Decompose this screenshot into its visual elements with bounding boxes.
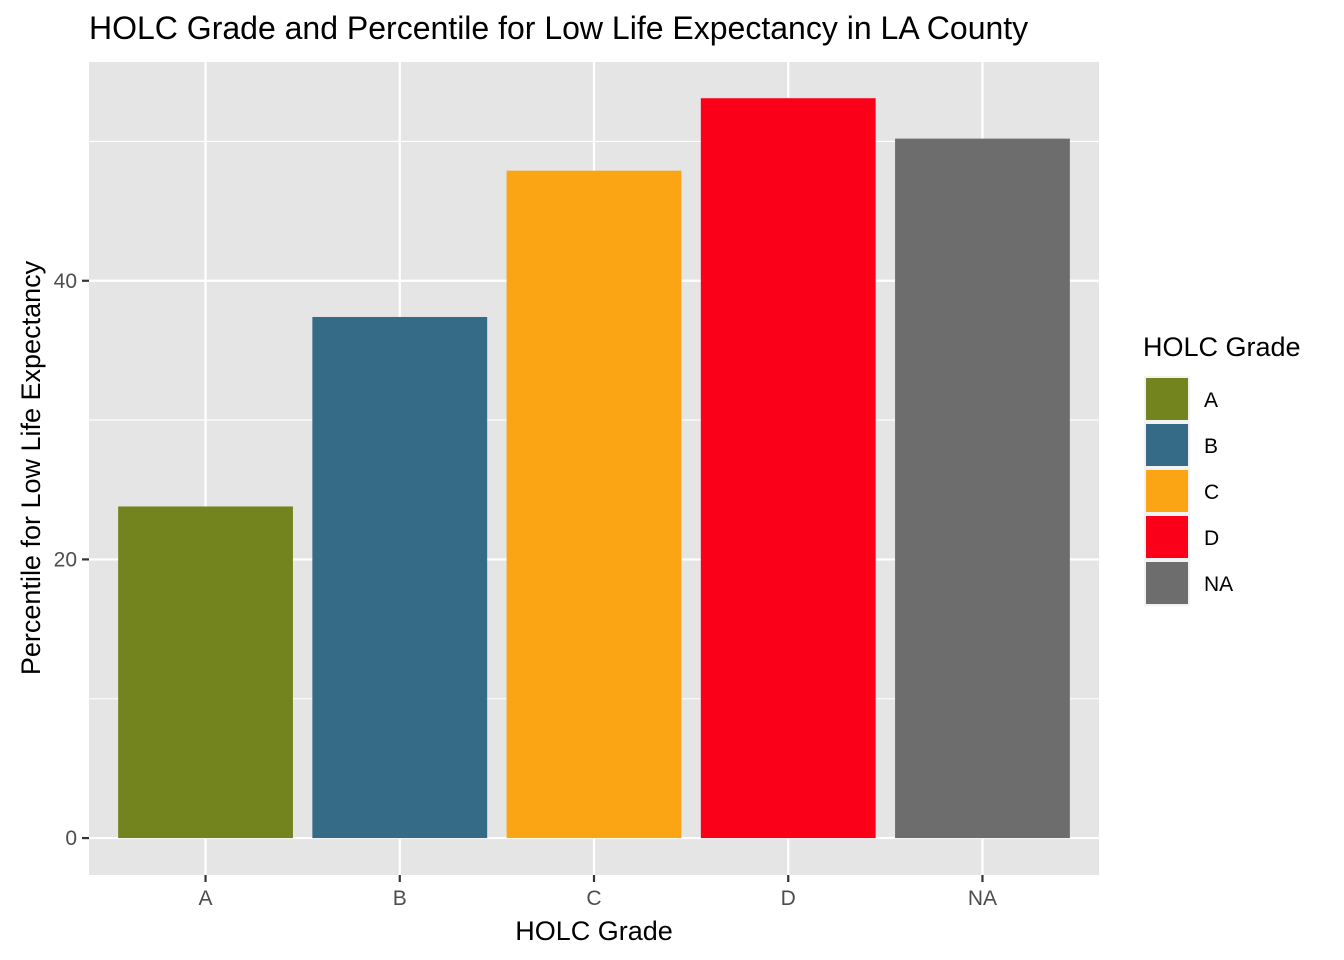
x-tick-label: NA xyxy=(968,887,997,910)
legend-label: NA xyxy=(1204,573,1233,596)
bar-na xyxy=(895,138,1070,839)
x-tick-label: B xyxy=(393,887,407,910)
x-axis-title: HOLC Grade xyxy=(515,916,673,946)
legend-label: D xyxy=(1204,527,1219,550)
y-axis-title: Percentile for Low Life Expectancy xyxy=(16,260,46,675)
x-tick-label: A xyxy=(199,887,213,910)
legend-swatch xyxy=(1146,470,1188,512)
bar-b xyxy=(312,316,488,839)
x-tick-label: C xyxy=(586,887,601,910)
y-tick-label: 0 xyxy=(65,827,77,850)
y-axis: 0 20 40 xyxy=(54,270,89,850)
legend-label: A xyxy=(1204,389,1218,412)
legend-title: HOLC Grade xyxy=(1143,332,1301,362)
legend-swatch xyxy=(1146,424,1188,466)
chart-title: HOLC Grade and Percentile for Low Life E… xyxy=(89,10,1028,46)
y-tick-label: 40 xyxy=(54,270,77,293)
y-tick-label: 20 xyxy=(54,548,77,571)
legend-swatch xyxy=(1146,516,1188,558)
legend-swatch xyxy=(1146,562,1188,604)
bars xyxy=(118,98,1070,839)
bar-a xyxy=(118,506,293,839)
bar-c xyxy=(506,170,682,839)
x-axis: A B C D NA xyxy=(199,875,997,910)
legend-label: C xyxy=(1204,481,1219,504)
bar-d xyxy=(700,98,876,839)
legend-label: B xyxy=(1204,435,1218,458)
x-tick-label: D xyxy=(781,887,796,910)
legend-swatch xyxy=(1146,378,1188,420)
